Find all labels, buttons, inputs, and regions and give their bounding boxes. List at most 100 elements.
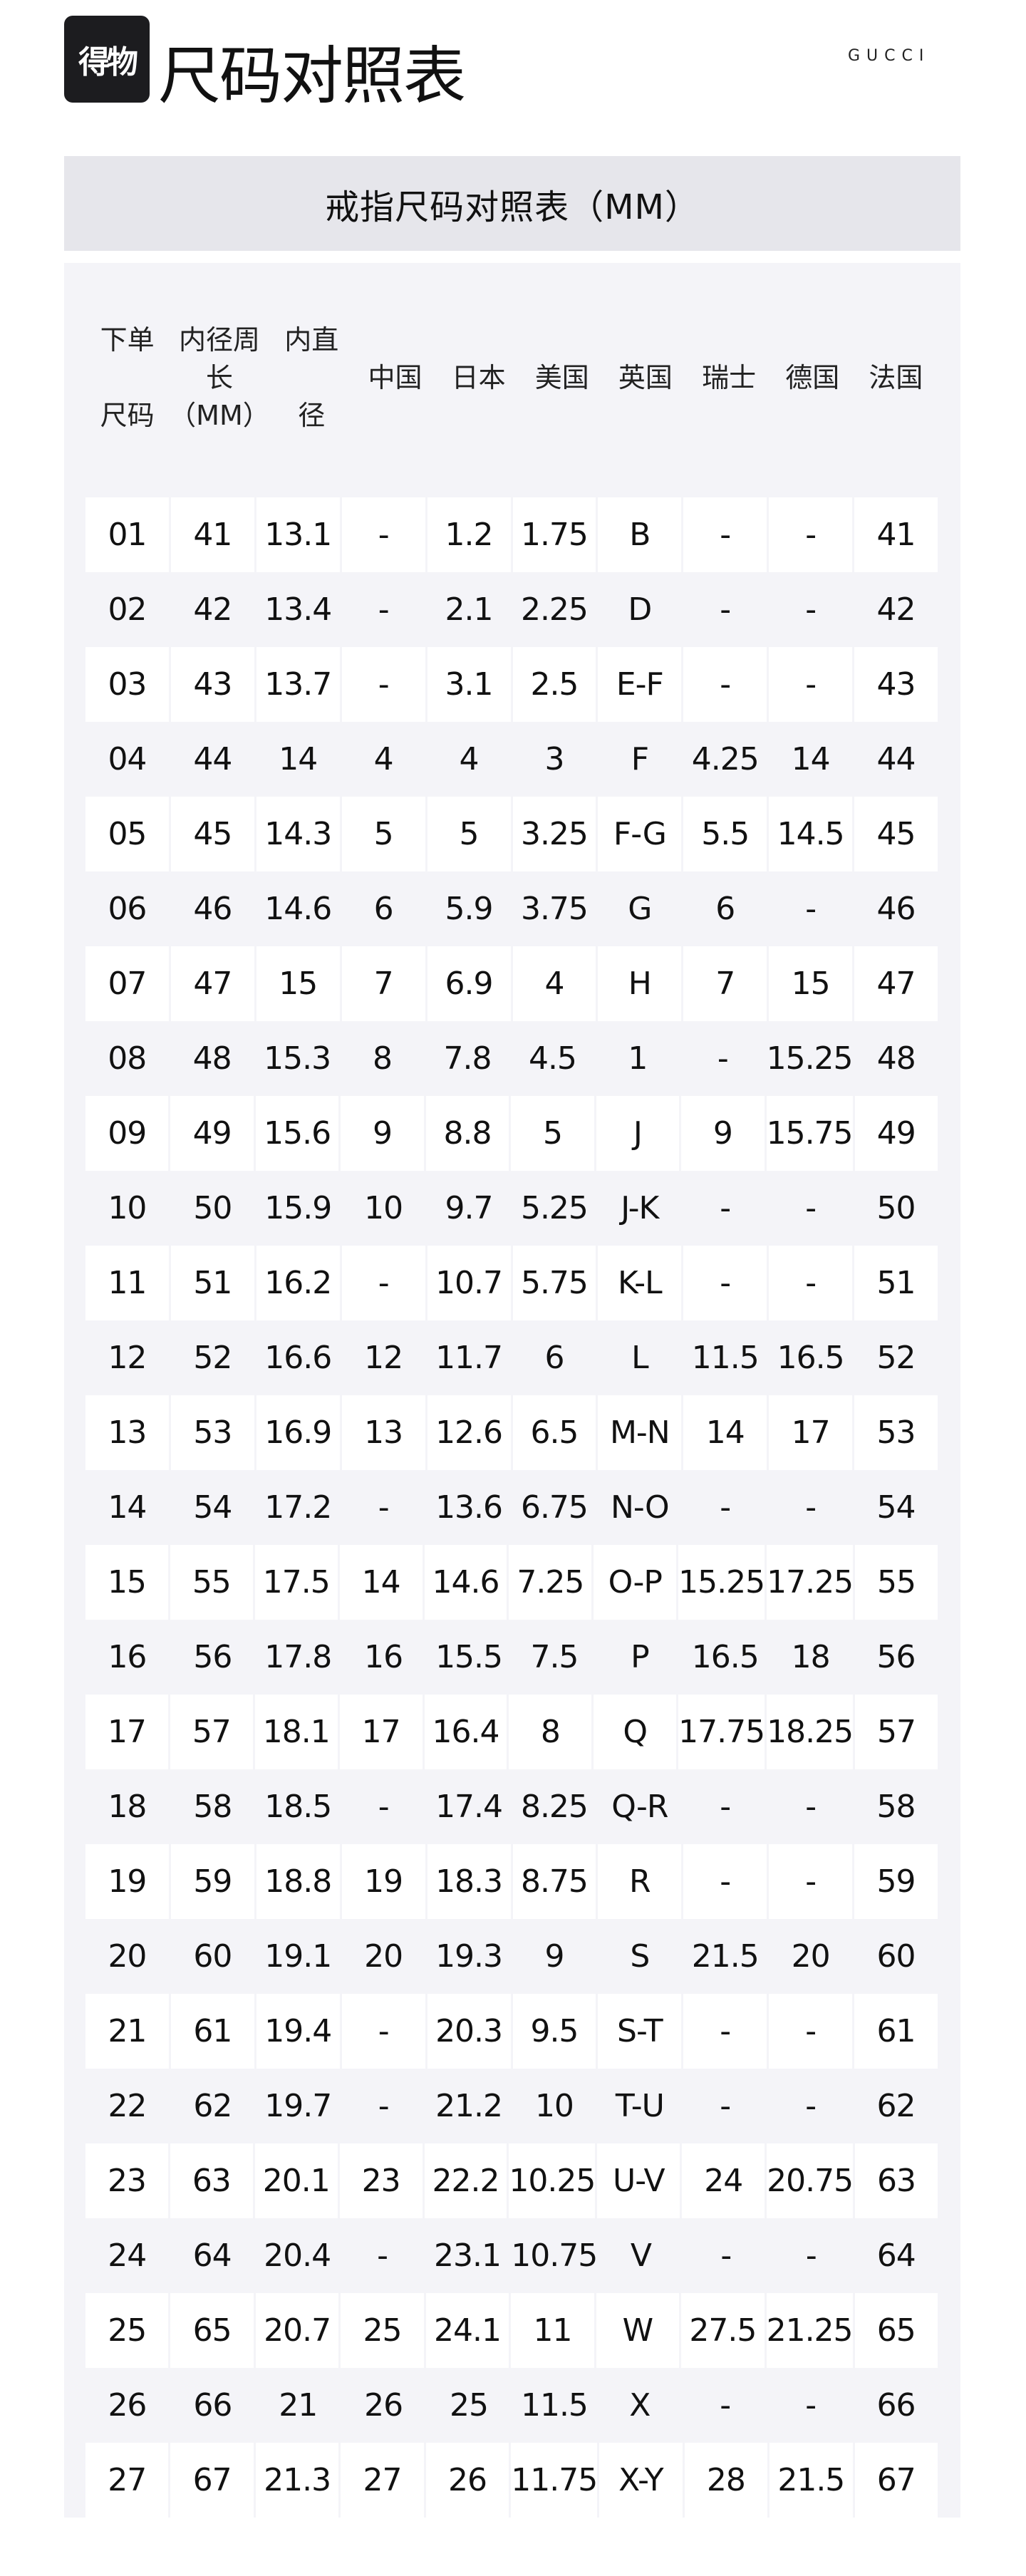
table-cell: 13.1 xyxy=(256,497,340,572)
table-cell: 20 xyxy=(791,1938,831,1975)
column-header-line: （MM） xyxy=(169,399,270,431)
table-row: 16 56 17.8 16 15.5 7.5 P 16.5 18 56 xyxy=(86,1620,938,1695)
table-row: 09 49 15.6 9 8.8 5 J 9 15.75 49 xyxy=(86,1096,938,1171)
table-cell: 15.25 xyxy=(678,1545,765,1620)
table-cell: 13.6 xyxy=(435,1489,503,1526)
table-cell: G xyxy=(628,891,652,927)
table-cell: 19 xyxy=(341,1844,425,1919)
table-cell: - xyxy=(720,1190,731,1226)
table-cell: - xyxy=(805,2387,817,2424)
column-header-line: 下单 xyxy=(100,324,155,356)
table-cell: 14 xyxy=(791,741,831,777)
table-cell: - xyxy=(805,1190,817,1226)
table-cell: 63 xyxy=(170,2143,253,2218)
table-cell: 17 xyxy=(86,1695,168,1769)
table-cell: 08 xyxy=(108,1040,147,1077)
table-cell: 16 xyxy=(108,1639,147,1675)
table-cell: - xyxy=(341,1246,425,1320)
table-cell: D xyxy=(628,591,652,628)
table-cell: - xyxy=(683,497,767,572)
table-cell: 67 xyxy=(170,2443,254,2518)
table-row: 11 51 16.2-10.7 5.75 K-L - -51 xyxy=(86,1246,938,1320)
table-cell: 55 xyxy=(170,1545,253,1620)
table-cell: 5.5 xyxy=(683,797,767,871)
table-cell: 09 xyxy=(86,1096,169,1171)
table-cell: 61 xyxy=(854,1994,938,2069)
table-cell: 18 xyxy=(791,1639,831,1675)
table-cell: 6.9 xyxy=(427,946,511,1021)
table-cell: 23 xyxy=(86,2143,168,2218)
table-cell: - xyxy=(377,2238,388,2274)
table-cell: 24 xyxy=(682,2143,765,2218)
table-cell: 14 xyxy=(683,1395,767,1470)
table-cell: B xyxy=(598,497,682,572)
table-row: 08 48 15.3 8 7.8 4.5 1 -15.25 48 xyxy=(86,1021,938,1096)
table-cell: 10 xyxy=(108,1190,147,1226)
table-cell: 15.6 xyxy=(255,1096,339,1171)
table-cell: 64 xyxy=(876,2238,916,2274)
table-cell: P xyxy=(631,1639,650,1675)
table-body: 01 41 13.1-1.2 1.75 B - -41 02 42 13.4-2.1 2.25 D - -… xyxy=(86,497,938,2518)
table-row: 26 66 21 26 25 11.5 X - - 66 xyxy=(86,2368,938,2443)
column-header-line: 瑞士 xyxy=(702,361,757,393)
table-cell: 54 xyxy=(876,1489,916,1526)
logo-text: 得物 xyxy=(78,44,138,81)
table-cell: 49 xyxy=(854,1096,938,1171)
table-cell: 14 xyxy=(339,1545,423,1620)
table-cell: 66 xyxy=(876,2387,916,2424)
column-header-line: 内直 xyxy=(284,324,339,356)
table-cell: J-K xyxy=(621,1190,659,1226)
table-cell: - xyxy=(683,1246,767,1320)
table-cell: 15 xyxy=(86,1545,168,1620)
table-cell: 21.5 xyxy=(691,1938,760,1975)
table-cell: 7.25 xyxy=(509,1545,592,1620)
table-cell: 50 xyxy=(876,1190,916,1226)
table-cell: - xyxy=(683,1994,767,2069)
table-cell: 41 xyxy=(170,497,254,572)
table-cell: 19 xyxy=(86,1844,169,1919)
table-cell: T-U xyxy=(615,2088,665,2124)
table-cell: 11.5 xyxy=(520,2387,589,2424)
table-row: 20 60 19.1 20 19.3 9 S 21.5 20 60 xyxy=(86,1919,938,1994)
table-cell: 2.1 xyxy=(445,591,494,628)
table-cell: 14.6 xyxy=(264,891,332,927)
table-cell: U-V xyxy=(597,2143,680,2218)
table-cell: 12.6 xyxy=(427,1395,511,1470)
table-cell: H xyxy=(598,946,682,1021)
table-cell: - xyxy=(720,2238,732,2274)
table-cell: 17.5 xyxy=(254,1545,338,1620)
table-cell: 9 xyxy=(681,1096,765,1171)
table-cell: 15.3 xyxy=(264,1040,331,1077)
table-cell: 05 xyxy=(86,797,169,871)
table-cell: 51 xyxy=(854,1246,938,1320)
table-cell: 59 xyxy=(854,1844,938,1919)
table-cell: 43 xyxy=(170,647,254,722)
table-cell: 16 xyxy=(364,1639,403,1675)
table-cell: Q xyxy=(594,1695,677,1769)
table-cell: 60 xyxy=(876,1938,916,1975)
table-cell: F xyxy=(631,741,649,777)
table-cell: 21.25 xyxy=(766,2293,854,2368)
table-cell: 50 xyxy=(193,1190,232,1226)
table-cell: 5.25 xyxy=(520,1190,589,1226)
table-cell: 8 xyxy=(509,1695,592,1769)
table-cell: 47 xyxy=(854,946,938,1021)
column-header-line: 内径周 xyxy=(178,324,260,356)
table-cell: 1 xyxy=(628,1040,648,1077)
table-cell: 13 xyxy=(86,1395,169,1470)
table-cell: - xyxy=(805,1789,817,1825)
table-cell: Q-R xyxy=(611,1789,668,1825)
table-cell: S-T xyxy=(598,1994,682,2069)
table-cell: K-L xyxy=(598,1246,682,1320)
table-cell: 17 xyxy=(769,1395,853,1470)
table-cell: 1.75 xyxy=(512,497,596,572)
table-cell: X-Y xyxy=(599,2443,683,2518)
table-cell: 4 xyxy=(373,741,394,777)
table-cell: - xyxy=(720,1789,731,1825)
table-cell: 27 xyxy=(86,2443,169,2518)
table-cell: 7.8 xyxy=(443,1040,492,1077)
table-cell: 7.5 xyxy=(530,1639,579,1675)
table-cell: 10.7 xyxy=(427,1246,511,1320)
table-row: 24 64 20.4 - 23.1 10.75 V - - 64 xyxy=(86,2218,938,2293)
table-cell: 14.3 xyxy=(256,797,340,871)
